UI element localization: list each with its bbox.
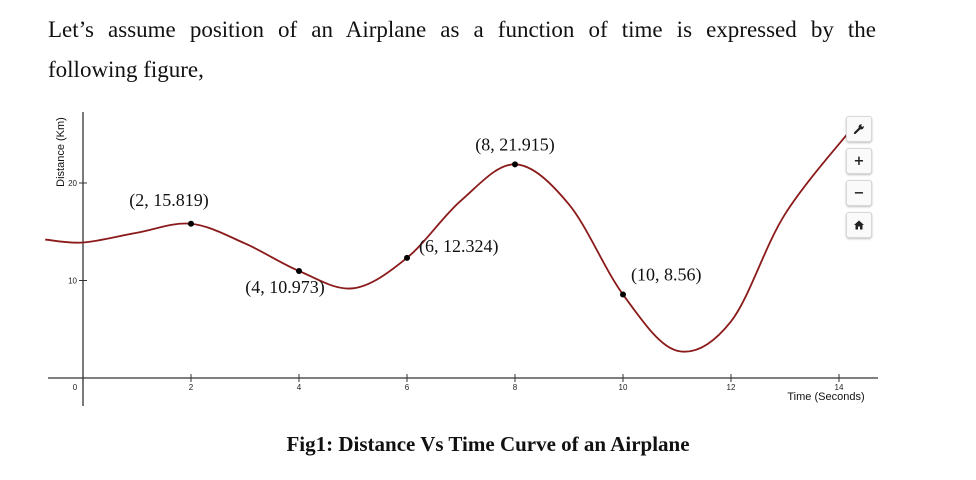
home-icon xyxy=(854,220,864,230)
data-point xyxy=(188,220,194,227)
intro-line-2: following figure, xyxy=(48,57,204,82)
data-point xyxy=(296,268,302,275)
data-point xyxy=(512,161,518,168)
point-label: (6, 12.324) xyxy=(419,236,499,257)
point-label: (4, 10.973) xyxy=(245,277,325,298)
distance-curve xyxy=(45,123,856,353)
intro-line-1: Let’s assume position of an Airplane as … xyxy=(48,17,876,42)
zoom-in-button[interactable]: + xyxy=(846,148,872,174)
y-tick-label: 10 xyxy=(68,277,77,286)
graph-toolbar: + − xyxy=(846,116,872,244)
data-point xyxy=(620,291,626,298)
x-tick-label: 4 xyxy=(297,383,302,392)
x-tick-label: 14 xyxy=(835,383,844,392)
y-tick-label: 20 xyxy=(68,179,77,188)
x-tick-label: 12 xyxy=(727,383,736,392)
chart-ticks: 0 2 4 6 8 10 12 14 10 20 xyxy=(68,179,844,392)
point-label: (10, 8.56) xyxy=(631,265,702,286)
x-tick-label: 10 xyxy=(619,383,628,392)
x-axis-label: Time (Seconds) xyxy=(787,391,864,403)
distance-time-chart: 0 2 4 6 8 10 12 14 10 20 (2, 15.819) (4, 10.973) (6… xyxy=(45,112,878,406)
chart-point-labels: (2, 15.819) (4, 10.973) (6, 12.324) (8, 21.… xyxy=(129,134,701,298)
intro-text: Let’s assume position of an Airplane as … xyxy=(48,10,876,90)
chart-axes xyxy=(48,112,878,406)
x-tick-label: 8 xyxy=(513,383,518,392)
y-axis-label: Distance (Km) xyxy=(55,117,67,187)
zoom-out-button[interactable]: − xyxy=(846,180,872,206)
x-tick-label: 0 xyxy=(73,383,78,392)
data-point xyxy=(404,254,410,261)
point-label: (8, 21.915) xyxy=(475,134,555,155)
chart-points xyxy=(188,161,626,298)
home-button[interactable] xyxy=(846,212,872,238)
x-tick-label: 6 xyxy=(405,383,410,392)
settings-button[interactable] xyxy=(846,116,872,142)
point-label: (2, 15.819) xyxy=(129,190,209,211)
x-tick-label: 2 xyxy=(189,383,194,392)
wrench-icon xyxy=(853,124,864,135)
figure-caption: Fig1: Distance Vs Time Curve of an Airpl… xyxy=(286,432,690,456)
